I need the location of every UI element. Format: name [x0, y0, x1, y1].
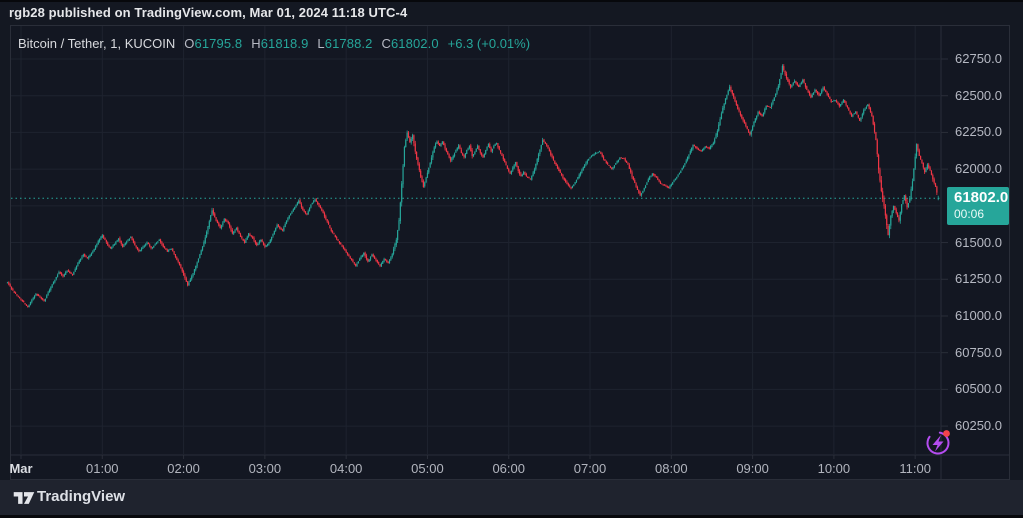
price-axis-label: 62500.0 [955, 87, 1002, 103]
open-field: O61795.8 [184, 36, 242, 51]
chart-legend: Bitcoin / Tether, 1, KUCOIN O61795.8 H61… [18, 36, 530, 51]
time-axis-label: Mar [9, 461, 33, 476]
time-axis-label: 03:00 [248, 461, 282, 476]
publish-info-text: rgb28 published on TradingView.com, Mar … [9, 5, 408, 20]
footer: TradingView [0, 480, 1023, 516]
time-axis-label: 11:00 [899, 461, 931, 476]
time-axis-label: 05:00 [411, 461, 444, 476]
last-price-badge: 61802.0 00:06 [947, 187, 1009, 226]
close-value: 61802.0 [390, 36, 439, 51]
close-field: C61802.0 [381, 36, 438, 51]
price-axis-label: 62750.0 [955, 51, 1002, 66]
price-change: +6.3 (+0.01%) [447, 36, 531, 51]
time-axis[interactable]: Mar 01:00 02:00 03:00 04:00 05:00 06:00 07:00 08… [9, 455, 941, 480]
low-value: 61788.2 [324, 36, 373, 51]
low-label: L [317, 36, 325, 51]
time-axis-label: 09:00 [736, 461, 769, 476]
time-axis-label: 10:00 [817, 461, 851, 476]
price-axis-label: 61000.0 [955, 307, 1002, 323]
high-field: H61818.9 [251, 36, 308, 51]
open-value: 61795.8 [194, 36, 243, 51]
high-label: H [251, 36, 261, 51]
close-label: C [381, 36, 391, 51]
publish-info: rgb28 published on TradingView.com, Mar … [9, 5, 407, 20]
open-label: O [184, 36, 195, 51]
price-axis-label: 60750.0 [955, 344, 1002, 360]
price-axis-label: 62000.0 [955, 161, 1002, 177]
brand-name[interactable]: TradingView [37, 488, 126, 505]
time-axis-label: 02:00 [167, 461, 200, 476]
price-axis-label: 62250.0 [955, 124, 1002, 140]
time-axis-label: 08:00 [655, 461, 688, 476]
last-price: 61802.0 [954, 189, 1009, 207]
top-edge-bar [0, 0, 1023, 2]
price-axis-label: 60500.0 [955, 381, 1002, 397]
time-axis-label: 04:00 [329, 461, 363, 476]
price-axis[interactable]: 62750.0 62500.0 62250.0 62000.0 61500.0 61250… [941, 25, 1011, 455]
price-axis-label: 61250.0 [955, 271, 1002, 287]
bar-countdown: 00:06 [954, 207, 985, 222]
bottom-edge-bar [0, 515, 1023, 518]
low-field: L61788.2 [317, 36, 372, 51]
tradingview-logo-icon[interactable] [13, 489, 35, 507]
time-axis-label: 06:00 [492, 461, 525, 476]
symbol-title: Bitcoin / Tether, 1, KUCOIN [18, 36, 176, 51]
price-axis-label: 61500.0 [955, 234, 1002, 250]
flash-icon[interactable] [926, 430, 950, 455]
price-axis-label: 60250.0 [955, 418, 1002, 434]
time-axis-label: 01:00 [86, 461, 119, 476]
high-value: 61818.9 [260, 36, 309, 51]
time-axis-label: 07:00 [573, 461, 607, 476]
